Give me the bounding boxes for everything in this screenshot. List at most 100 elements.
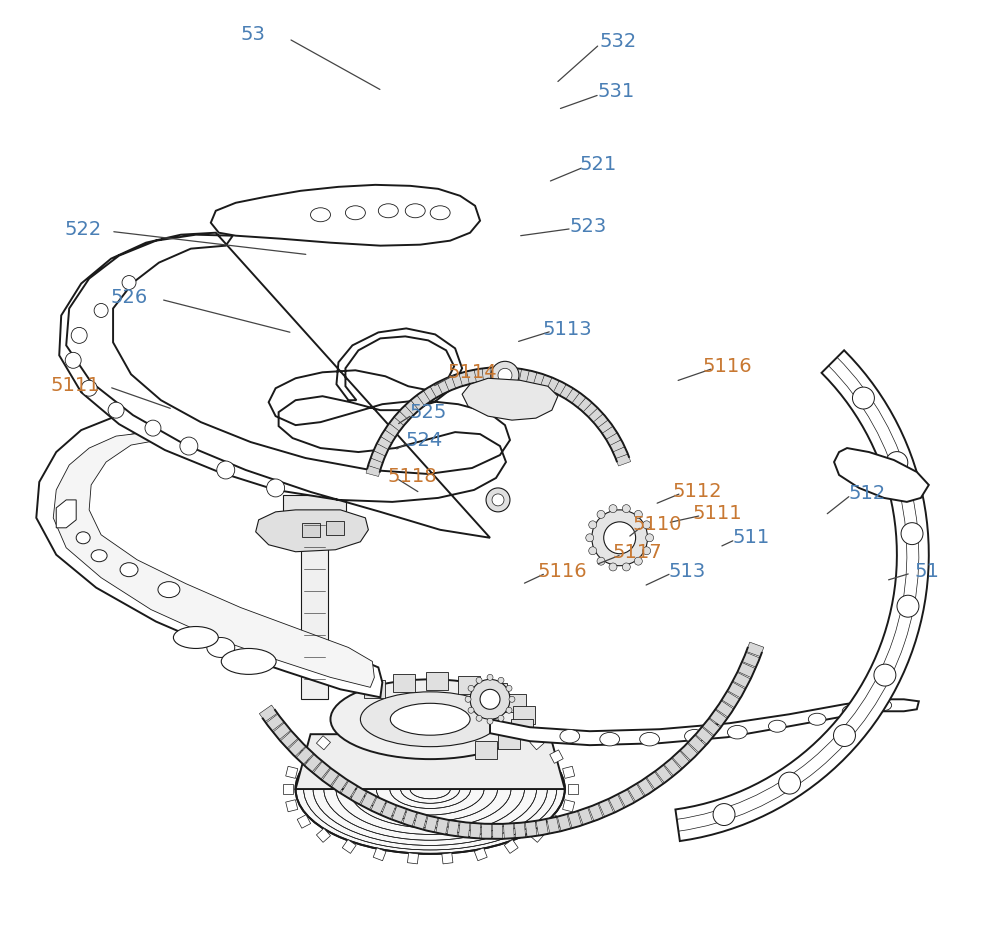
Circle shape bbox=[476, 715, 482, 721]
Ellipse shape bbox=[560, 729, 580, 743]
Ellipse shape bbox=[886, 452, 908, 474]
Polygon shape bbox=[411, 395, 425, 410]
Polygon shape bbox=[716, 700, 734, 717]
Circle shape bbox=[506, 707, 512, 714]
Polygon shape bbox=[482, 368, 491, 381]
Polygon shape bbox=[695, 727, 713, 744]
Circle shape bbox=[509, 697, 515, 702]
Circle shape bbox=[609, 504, 617, 513]
Text: 521: 521 bbox=[579, 155, 616, 174]
Polygon shape bbox=[589, 803, 603, 821]
Circle shape bbox=[465, 697, 471, 702]
Polygon shape bbox=[286, 800, 298, 812]
Polygon shape bbox=[288, 739, 306, 757]
Ellipse shape bbox=[640, 732, 659, 746]
Polygon shape bbox=[256, 510, 368, 552]
Polygon shape bbox=[504, 824, 514, 839]
Circle shape bbox=[267, 479, 285, 497]
Polygon shape bbox=[366, 465, 381, 476]
Polygon shape bbox=[283, 495, 346, 515]
Text: 526: 526 bbox=[110, 288, 148, 307]
Polygon shape bbox=[733, 672, 751, 688]
Ellipse shape bbox=[727, 726, 747, 739]
Polygon shape bbox=[392, 805, 406, 823]
Polygon shape bbox=[53, 432, 374, 687]
Ellipse shape bbox=[360, 692, 500, 746]
Polygon shape bbox=[342, 840, 356, 854]
Circle shape bbox=[71, 328, 87, 344]
Circle shape bbox=[506, 686, 512, 691]
Polygon shape bbox=[351, 786, 367, 804]
Ellipse shape bbox=[311, 207, 330, 221]
Polygon shape bbox=[616, 454, 631, 466]
Polygon shape bbox=[296, 747, 314, 765]
Polygon shape bbox=[373, 848, 386, 861]
Circle shape bbox=[468, 686, 474, 691]
Ellipse shape bbox=[685, 729, 704, 743]
Text: 511: 511 bbox=[733, 529, 770, 547]
Polygon shape bbox=[550, 750, 563, 763]
Polygon shape bbox=[550, 814, 563, 828]
Polygon shape bbox=[341, 781, 357, 799]
Circle shape bbox=[94, 304, 108, 318]
Polygon shape bbox=[722, 691, 740, 708]
Polygon shape bbox=[467, 370, 477, 384]
Polygon shape bbox=[394, 411, 409, 426]
Ellipse shape bbox=[120, 562, 138, 576]
Ellipse shape bbox=[345, 205, 365, 219]
Polygon shape bbox=[283, 784, 293, 794]
Text: 512: 512 bbox=[848, 484, 886, 502]
FancyBboxPatch shape bbox=[513, 706, 535, 724]
Ellipse shape bbox=[600, 732, 620, 746]
Polygon shape bbox=[373, 717, 386, 730]
Polygon shape bbox=[368, 458, 383, 470]
Polygon shape bbox=[211, 185, 480, 246]
Text: 53: 53 bbox=[240, 25, 265, 45]
Polygon shape bbox=[578, 808, 593, 825]
Polygon shape bbox=[444, 376, 456, 391]
Ellipse shape bbox=[901, 523, 923, 545]
Text: 5110: 5110 bbox=[633, 516, 682, 534]
Ellipse shape bbox=[76, 531, 90, 544]
Polygon shape bbox=[593, 414, 608, 428]
Text: 5111: 5111 bbox=[693, 504, 742, 523]
Polygon shape bbox=[514, 822, 526, 838]
Ellipse shape bbox=[207, 638, 235, 658]
Polygon shape bbox=[504, 725, 518, 739]
Circle shape bbox=[480, 689, 500, 709]
Polygon shape bbox=[474, 368, 484, 382]
Polygon shape bbox=[297, 814, 311, 828]
Circle shape bbox=[476, 677, 482, 684]
Ellipse shape bbox=[63, 507, 75, 517]
Polygon shape bbox=[505, 367, 514, 381]
Circle shape bbox=[622, 563, 630, 571]
Polygon shape bbox=[361, 792, 376, 810]
Polygon shape bbox=[371, 797, 386, 814]
Circle shape bbox=[217, 461, 235, 479]
Polygon shape bbox=[628, 784, 644, 801]
Polygon shape bbox=[533, 373, 545, 387]
Circle shape bbox=[122, 276, 136, 290]
Ellipse shape bbox=[808, 714, 826, 725]
Ellipse shape bbox=[897, 595, 919, 617]
Polygon shape bbox=[557, 814, 571, 831]
FancyBboxPatch shape bbox=[475, 741, 497, 758]
Polygon shape bbox=[598, 420, 613, 434]
Ellipse shape bbox=[852, 387, 874, 409]
Circle shape bbox=[604, 522, 636, 554]
Circle shape bbox=[498, 677, 504, 684]
Text: 51: 51 bbox=[914, 561, 939, 581]
Text: 5113: 5113 bbox=[543, 319, 593, 339]
Polygon shape bbox=[610, 440, 625, 453]
Polygon shape bbox=[746, 642, 764, 657]
Circle shape bbox=[646, 534, 654, 542]
Ellipse shape bbox=[221, 648, 276, 674]
Polygon shape bbox=[572, 392, 586, 408]
Polygon shape bbox=[637, 778, 654, 796]
Ellipse shape bbox=[91, 550, 107, 561]
Polygon shape bbox=[389, 417, 404, 432]
Polygon shape bbox=[606, 432, 621, 446]
Circle shape bbox=[468, 707, 474, 714]
Polygon shape bbox=[578, 398, 592, 413]
Circle shape bbox=[597, 510, 605, 518]
